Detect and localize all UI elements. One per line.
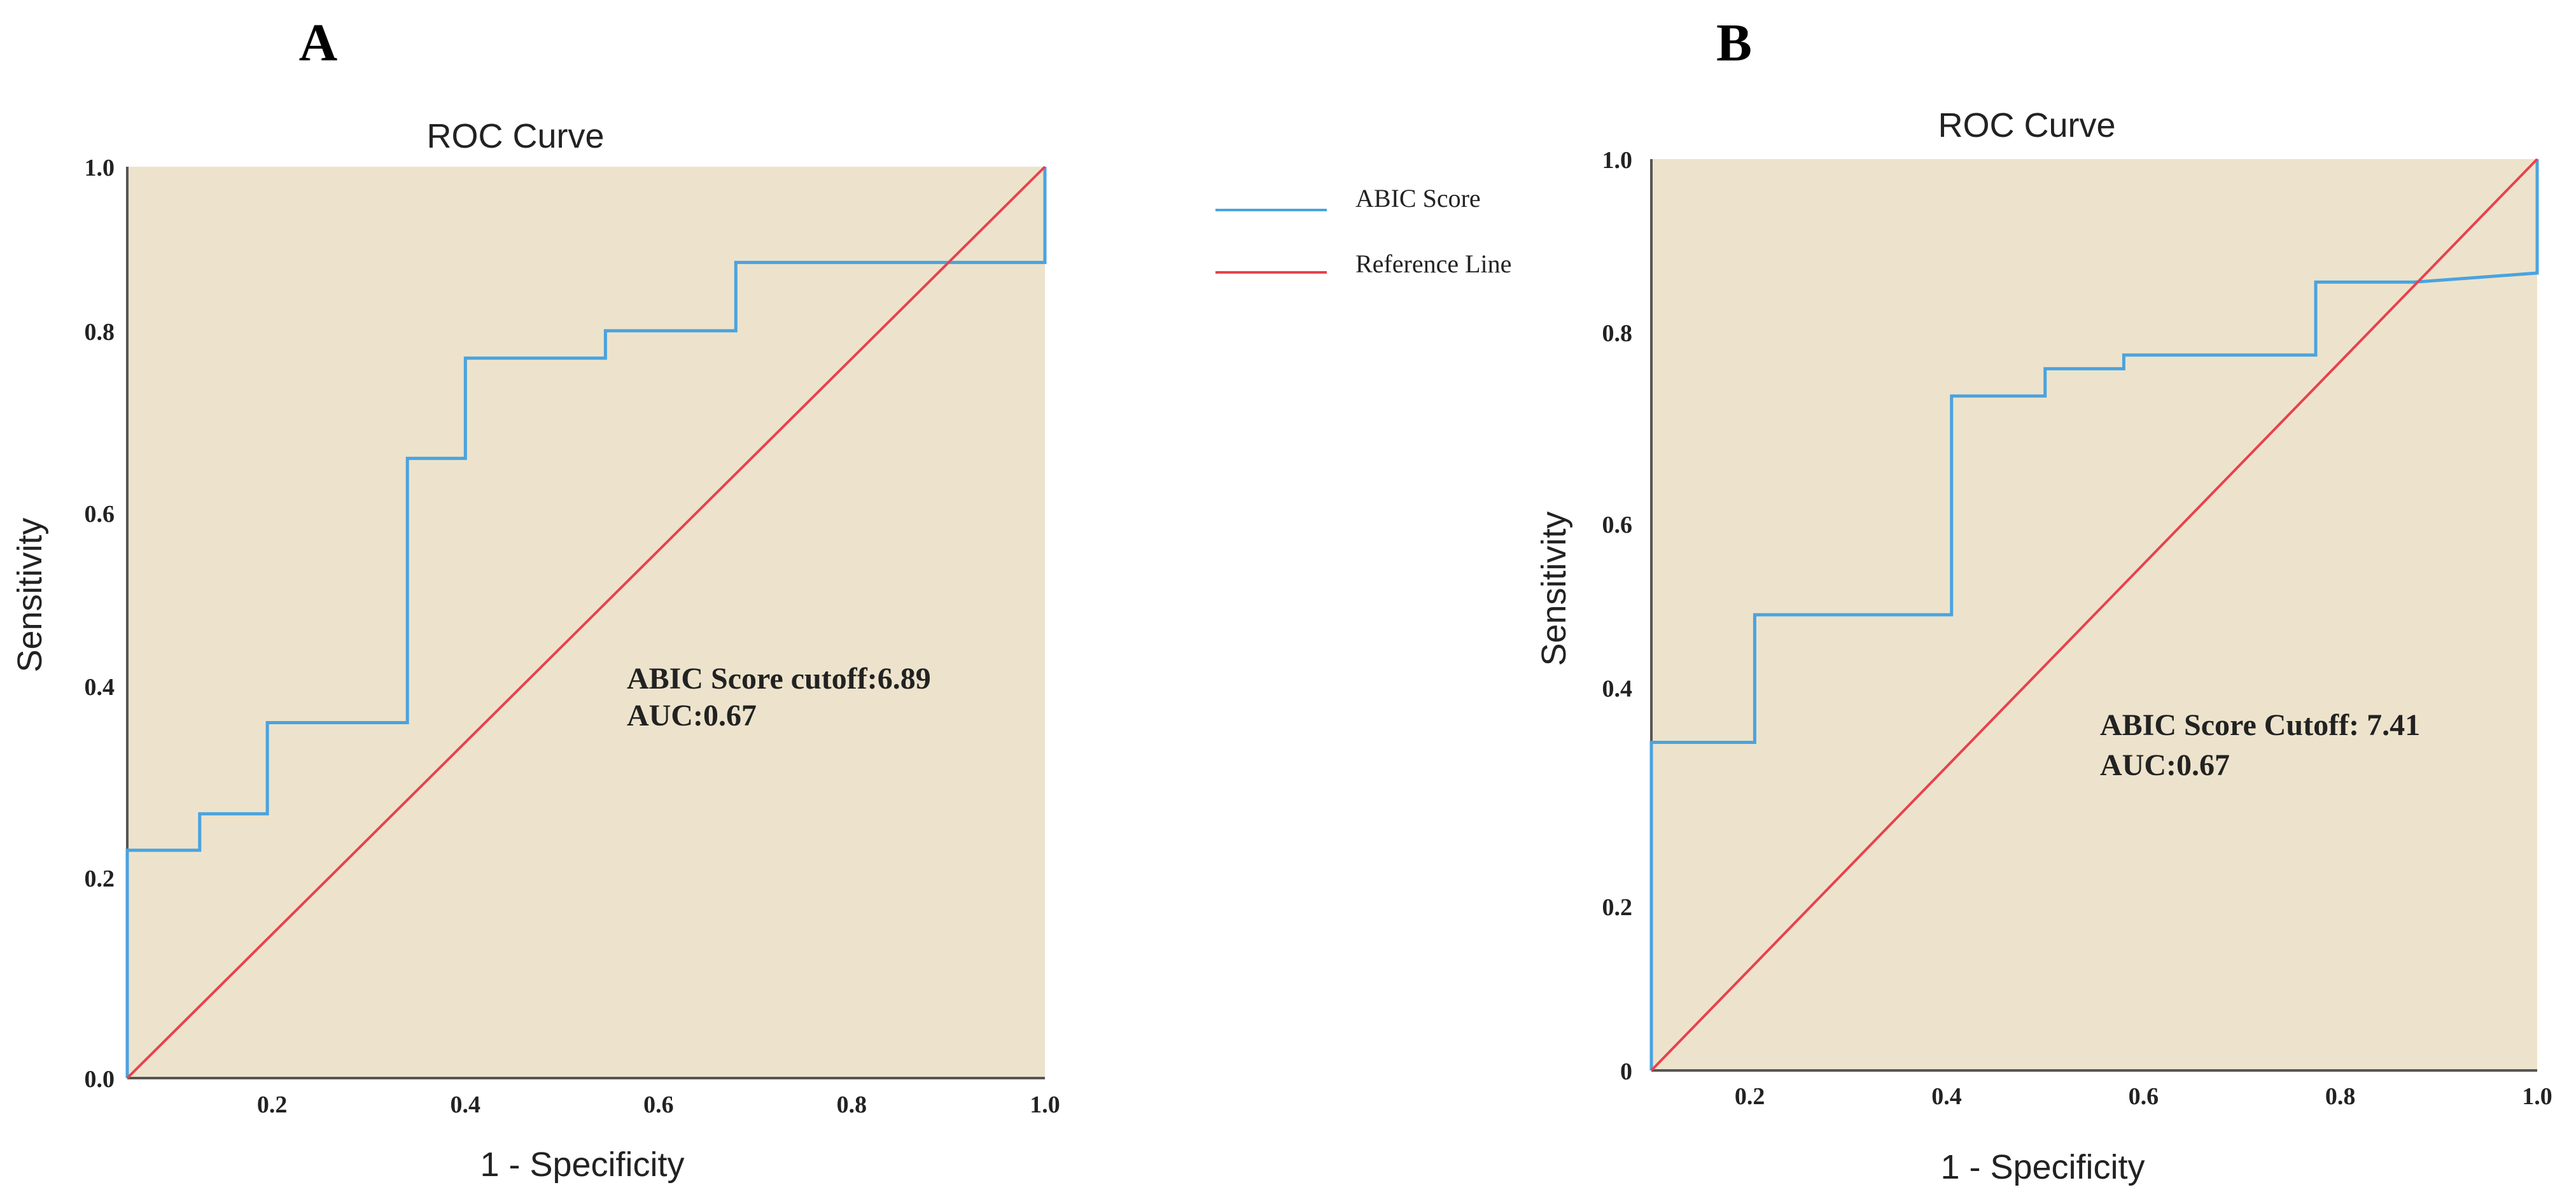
y-tick-label: 0.6 [85, 501, 115, 528]
panel-letter-a: A [299, 13, 338, 73]
annotation-auc-a: AUC:0.67 [627, 699, 757, 733]
panel-a: A ROC Curve 1 - Specificity Sensitivity … [11, 13, 1060, 1184]
y-tick-label: 0.0 [85, 1066, 115, 1093]
x-tick-label: 0.4 [1931, 1083, 1962, 1110]
x-tick-label: 0.6 [2129, 1083, 2159, 1110]
y-tick-label: 0.8 [85, 319, 115, 346]
x-tick-label: 1.0 [1030, 1091, 1060, 1118]
roc-curve-line [1649, 159, 2539, 1070]
legend-label-abic: ABIC Score [1355, 184, 1481, 213]
annotation-auc-b: AUC:0.67 [2100, 748, 2230, 782]
y-tick-label: 1.0 [85, 155, 115, 181]
panel-b: B ROC Curve 1 - Specificity Sensitivity … [1535, 13, 2552, 1186]
series-layer-b [1649, 158, 2539, 1072]
annotation-cutoff-b: ABIC Score Cutoff: 7.41 [2100, 708, 2420, 742]
y-tick-label: 0.4 [85, 674, 115, 701]
y-axis-label-b: Sensitivity [1535, 511, 1573, 666]
y-tick-label: 0 [1620, 1058, 1632, 1085]
x-tick-label: 1.0 [2522, 1083, 2552, 1110]
x-tick-label: 0.8 [2325, 1083, 2356, 1110]
y-axis-label-a: Sensitivity [11, 517, 49, 672]
y-ticks-b: 0 0.2 0.4 0.6 0.8 1.0 [1602, 147, 1633, 1085]
x-axis-label-a: 1 - Specificity [480, 1146, 684, 1184]
x-ticks-b: 0.2 0.4 0.6 0.8 1.0 [1735, 1083, 2552, 1110]
chart-title-b: ROC Curve [1938, 106, 2115, 144]
reference-line [126, 165, 1046, 1079]
y-tick-label: 0.6 [1602, 512, 1633, 538]
x-tick-label: 0.2 [257, 1091, 288, 1118]
x-tick-label: 0.8 [837, 1091, 867, 1118]
reference-line [1650, 158, 2538, 1072]
chart-title-a: ROC Curve [426, 117, 604, 155]
y-tick-label: 1.0 [1602, 147, 1633, 174]
x-tick-label: 0.4 [451, 1091, 481, 1118]
y-tick-label: 0.8 [1602, 320, 1633, 347]
x-axis-label-b: 1 - Specificity [1940, 1148, 2145, 1186]
legend-label-reference: Reference Line [1355, 249, 1511, 278]
legend: ABIC Score Reference Line [1215, 184, 1511, 278]
y-tick-label: 0.4 [1602, 676, 1633, 703]
panel-letter-b: B [1716, 13, 1752, 73]
x-tick-label: 0.2 [1735, 1083, 1765, 1110]
annotation-cutoff-a: ABIC Score cutoff:6.89 [627, 662, 931, 696]
y-tick-label: 0.2 [1602, 894, 1633, 921]
y-ticks-a: 0.0 0.2 0.4 0.6 0.8 1.0 [85, 155, 115, 1093]
series-layer-a [125, 165, 1047, 1079]
x-ticks-a: 0.2 0.4 0.6 0.8 1.0 [257, 1091, 1060, 1118]
roc-curve-line [125, 167, 1047, 1078]
y-tick-label: 0.2 [85, 866, 115, 892]
x-tick-label: 0.6 [643, 1091, 674, 1118]
